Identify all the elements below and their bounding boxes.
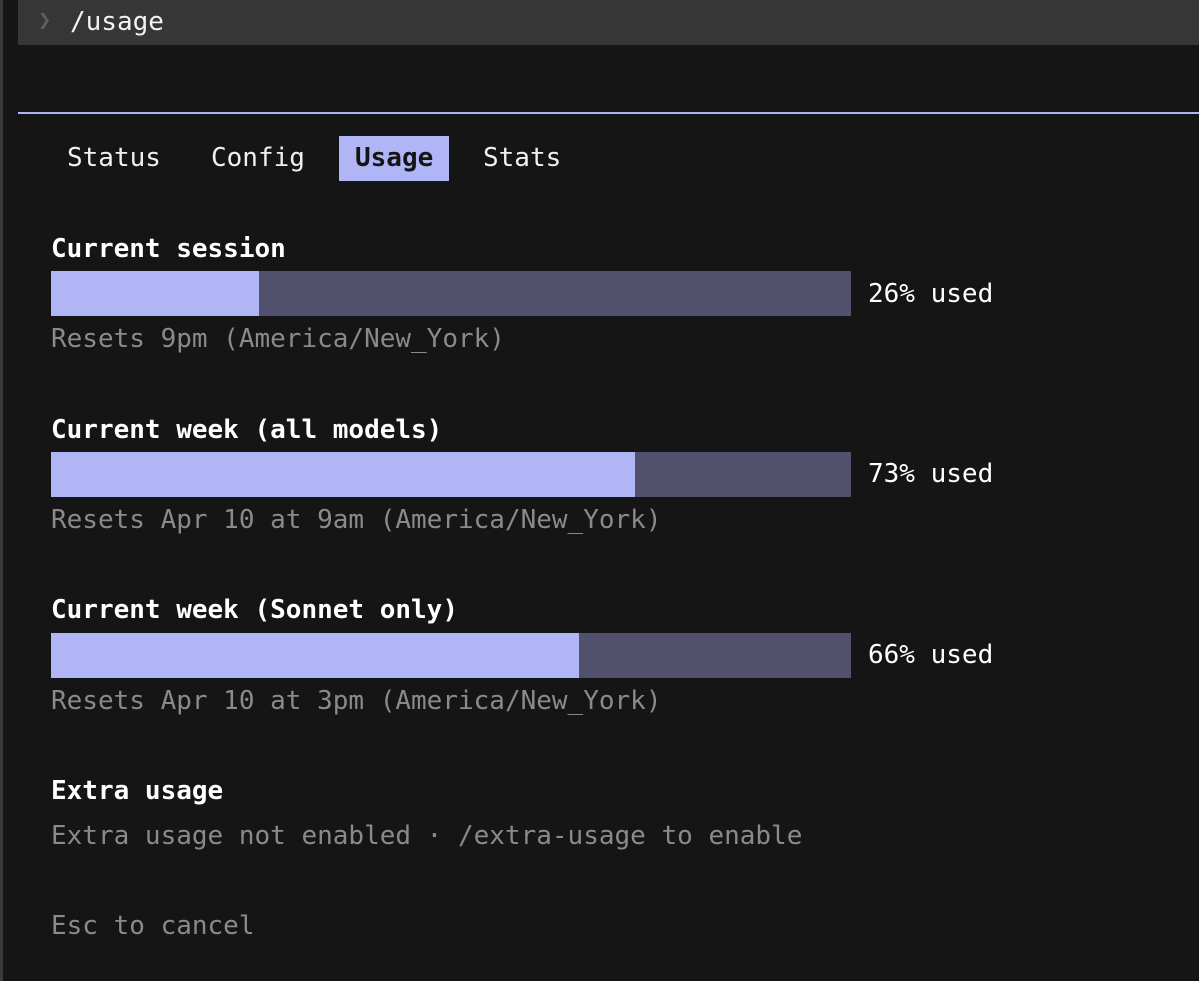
usage-bar-session [51,271,851,316]
tab-status[interactable]: Status [67,143,161,173]
usage-bar-fill [51,452,635,497]
tab-usage[interactable]: Usage [339,136,450,181]
divider [18,112,1199,114]
section-title-extra: Extra usage [51,776,224,806]
extra-usage-text: Extra usage not enabled · /extra-usage t… [51,821,803,851]
section-title-week-sonnet: Current week (Sonnet only) [51,595,458,625]
command-bar[interactable]: ❯ /usage [18,0,1199,45]
reset-text-session: Resets 9pm (America/New_York) [51,324,505,354]
section-title-session: Current session [51,234,286,264]
usage-percent-week-sonnet: 66% used [868,640,994,670]
usage-bar-week-all [51,452,851,497]
section-title-week-all: Current week (all models) [51,415,443,445]
window-edge [0,0,3,981]
usage-bar-fill [51,633,579,678]
tab-config[interactable]: Config [211,143,305,173]
usage-bar-fill [51,271,259,316]
chevron-right-icon: ❯ [38,8,52,33]
command-text: /usage [70,7,164,37]
reset-text-week-sonnet: Resets Apr 10 at 3pm (America/New_York) [51,686,662,716]
usage-percent-session: 26% used [868,279,994,309]
usage-percent-week-all: 73% used [868,459,994,489]
usage-bar-week-sonnet [51,633,851,678]
reset-text-week-all: Resets Apr 10 at 9am (America/New_York) [51,505,662,535]
tab-stats[interactable]: Stats [483,143,562,173]
cancel-hint: Esc to cancel [51,911,255,941]
